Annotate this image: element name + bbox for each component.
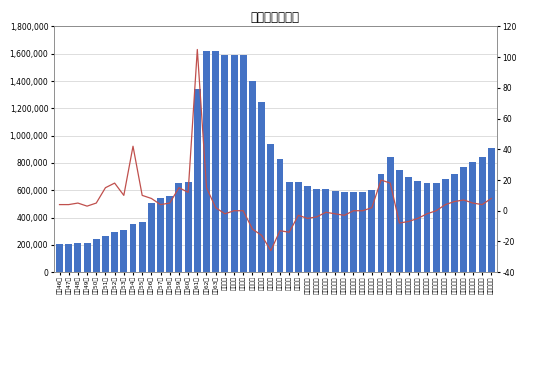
Bar	[93, 239, 100, 272]
対前年変動率（%）	[102, 186, 109, 190]
Bar	[405, 177, 412, 272]
Bar	[423, 183, 430, 272]
対前年変動率（%）	[433, 209, 440, 213]
Bar	[84, 243, 91, 272]
対前年変動率（%）	[479, 202, 485, 207]
Bar	[249, 81, 256, 272]
Bar	[322, 189, 329, 272]
対前年変動率（%）	[369, 205, 375, 210]
Bar	[240, 55, 247, 272]
対前年変動率（%）	[323, 210, 329, 215]
Bar	[176, 183, 183, 272]
対前年変動率（%）	[212, 205, 219, 210]
Bar	[203, 51, 210, 272]
対前年変動率（%）	[249, 227, 255, 231]
Bar	[469, 162, 476, 272]
対前年変動率（%）	[56, 202, 63, 207]
Bar	[194, 89, 201, 272]
Bar	[111, 232, 118, 272]
Bar	[368, 190, 375, 272]
Bar	[341, 192, 348, 272]
Bar	[286, 182, 293, 272]
対前年変動率（%）	[65, 202, 72, 207]
対前年変動率（%）	[111, 181, 118, 185]
Bar	[212, 51, 219, 272]
Bar	[414, 181, 421, 272]
対前年変動率（%）	[295, 213, 302, 218]
対前年変動率（%）	[166, 201, 173, 205]
Bar	[56, 244, 63, 272]
Bar	[387, 158, 394, 272]
Bar	[231, 55, 238, 272]
対前年変動率（%）	[139, 193, 145, 198]
対前年変動率（%）	[221, 212, 228, 216]
Bar	[276, 159, 284, 272]
対前年変動率（%）	[277, 228, 284, 233]
対前年変動率（%）	[203, 186, 210, 190]
対前年変動率（%）	[341, 213, 348, 218]
Bar	[185, 182, 192, 272]
対前年変動率（%）	[378, 178, 384, 182]
Bar	[488, 148, 495, 272]
Bar	[65, 244, 72, 272]
対前年変動率（%）	[488, 196, 495, 201]
対前年変動率（%）	[360, 209, 366, 213]
対前年変動率（%）	[130, 144, 136, 149]
対前年変動率（%）	[267, 248, 274, 253]
Bar	[359, 192, 366, 272]
Title: 文京区／住宅地: 文京区／住宅地	[251, 11, 300, 24]
対前年変動率（%）	[406, 219, 412, 224]
Bar	[460, 167, 467, 272]
Bar	[258, 102, 265, 272]
対前年変動率（%）	[148, 196, 154, 201]
Bar	[350, 192, 357, 272]
対前年変動率（%）	[240, 209, 246, 213]
Bar	[267, 144, 274, 272]
Bar	[221, 55, 228, 272]
Bar	[120, 230, 127, 272]
対前年変動率（%）	[396, 221, 403, 225]
Bar	[166, 196, 173, 272]
対前年変動率（%）	[350, 209, 357, 213]
対前年変動率（%）	[231, 209, 237, 213]
Bar	[139, 222, 146, 272]
対前年変動率（%）	[258, 233, 265, 237]
対前年変動率（%）	[424, 212, 430, 216]
Bar	[75, 243, 82, 272]
Bar	[304, 186, 311, 272]
対前年変動率（%）	[194, 47, 200, 52]
対前年変動率（%）	[157, 202, 164, 207]
Line: 対前年変動率（%）: 対前年変動率（%）	[59, 50, 491, 251]
対前年変動率（%）	[451, 199, 458, 204]
Bar	[433, 183, 440, 272]
Bar	[478, 158, 485, 272]
対前年変動率（%）	[415, 216, 421, 221]
Bar	[130, 225, 137, 272]
Bar	[295, 182, 302, 272]
Bar	[377, 174, 384, 272]
対前年変動率（%）	[176, 186, 182, 190]
対前年変動率（%）	[93, 201, 99, 205]
Bar	[396, 170, 403, 272]
Bar	[313, 189, 320, 272]
対前年変動率（%）	[185, 190, 191, 195]
対前年変動率（%）	[387, 181, 394, 185]
対前年変動率（%）	[332, 212, 339, 216]
対前年変動率（%）	[470, 201, 476, 205]
Bar	[102, 236, 109, 272]
対前年変動率（%）	[120, 193, 127, 198]
対前年変動率（%）	[75, 201, 81, 205]
Bar	[157, 198, 164, 272]
対前年変動率（%）	[461, 198, 467, 202]
対前年変動率（%）	[286, 230, 293, 234]
Bar	[332, 191, 339, 272]
対前年変動率（%）	[314, 215, 320, 219]
Bar	[148, 203, 155, 272]
対前年変動率（%）	[84, 204, 90, 208]
Bar	[451, 174, 458, 272]
Bar	[442, 179, 449, 272]
対前年変動率（%）	[305, 216, 311, 221]
対前年変動率（%）	[442, 202, 449, 207]
